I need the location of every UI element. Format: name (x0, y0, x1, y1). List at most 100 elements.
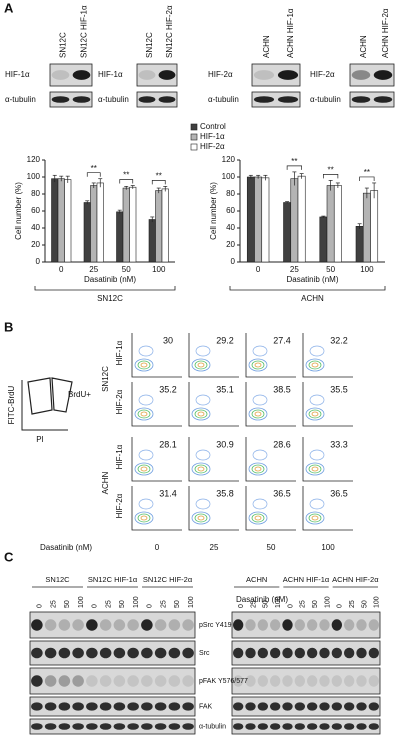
plot-axes (245, 437, 296, 482)
lane-label: 0 (147, 604, 154, 608)
band (232, 723, 244, 730)
significance-label: ** (156, 171, 162, 180)
lane-label: 50 (312, 600, 319, 608)
gate-value: 28.1 (159, 439, 177, 449)
band (356, 647, 367, 659)
bar (64, 179, 72, 263)
bar (254, 176, 263, 263)
band (257, 723, 269, 730)
band (331, 702, 343, 711)
band (86, 647, 98, 659)
panel-label: C (4, 549, 14, 564)
significance-bracket (151, 180, 166, 185)
band (269, 647, 281, 659)
gate-value: 36.5 (330, 488, 348, 498)
bar (326, 185, 335, 263)
contour (137, 513, 151, 523)
band (127, 619, 139, 631)
bar (319, 216, 328, 263)
bar (129, 186, 137, 263)
lane-label: 25 (349, 600, 356, 608)
band (294, 619, 306, 631)
band (277, 96, 299, 103)
row-label: HIF-1α (98, 70, 123, 79)
bar (333, 185, 342, 263)
gate (27, 377, 73, 415)
x-tick-label: 50 (326, 265, 335, 274)
plot-axes (131, 437, 182, 482)
y-tick-label: 80 (31, 189, 40, 198)
band (232, 675, 244, 687)
band (86, 702, 98, 711)
row-label: HIF-1α (115, 340, 124, 365)
y-tick-label: 0 (231, 257, 236, 266)
gate-value: 30.9 (216, 439, 234, 449)
lane-label: SN12C HIF-1α (80, 5, 89, 58)
band (72, 675, 84, 687)
band (294, 723, 306, 730)
contour (140, 362, 148, 368)
band (182, 702, 194, 711)
band (72, 702, 84, 711)
band (294, 647, 306, 659)
band (245, 702, 256, 711)
group-label: SN12C (101, 366, 110, 392)
band (356, 702, 367, 711)
lane-label: 100 (374, 596, 381, 608)
contour (134, 358, 154, 372)
contour (254, 362, 262, 368)
band (368, 675, 380, 687)
plot-axes (302, 382, 353, 427)
plot-axes (245, 382, 296, 427)
significance-label: ** (291, 157, 297, 166)
lane-label: 0 (238, 604, 245, 608)
gate-value: 29.2 (216, 335, 234, 345)
blot (231, 667, 381, 695)
band (319, 619, 330, 631)
band (138, 70, 156, 80)
contour (191, 462, 211, 476)
x-tick-label: 0 (256, 265, 261, 274)
blot (29, 611, 196, 639)
contour (251, 513, 265, 523)
contour (308, 360, 322, 370)
band (269, 675, 281, 687)
band (72, 723, 84, 730)
contour (305, 358, 325, 372)
contour (251, 360, 265, 370)
band (44, 647, 57, 659)
group-label: ACHN (301, 294, 324, 303)
band (154, 723, 167, 730)
lane-label: 100 (78, 596, 85, 608)
row-label: pSrc Y419 (199, 622, 232, 629)
band (168, 647, 181, 659)
blot (29, 640, 196, 666)
plot-axes (188, 333, 239, 378)
band (141, 619, 153, 631)
blot (231, 718, 381, 735)
band (86, 619, 98, 631)
y-tick-label: 20 (226, 240, 235, 249)
lane-label: 100 (275, 596, 282, 608)
band (168, 723, 181, 730)
band (44, 723, 57, 730)
band (72, 96, 91, 103)
contour (134, 407, 154, 421)
lane-label: 25 (250, 600, 257, 608)
contour (252, 449, 268, 461)
group-bracket (229, 286, 386, 291)
plot-axes (302, 437, 353, 482)
lane-label: SN12C HIF-2α (165, 5, 174, 58)
contour (252, 498, 268, 510)
contour (137, 360, 151, 370)
gate-value: 28.6 (273, 439, 291, 449)
band (343, 647, 355, 659)
significance-label: ** (364, 168, 370, 177)
band (343, 619, 355, 631)
band (351, 96, 371, 103)
contour (254, 466, 262, 472)
bar (370, 190, 379, 263)
band (343, 675, 355, 687)
band (294, 702, 306, 711)
